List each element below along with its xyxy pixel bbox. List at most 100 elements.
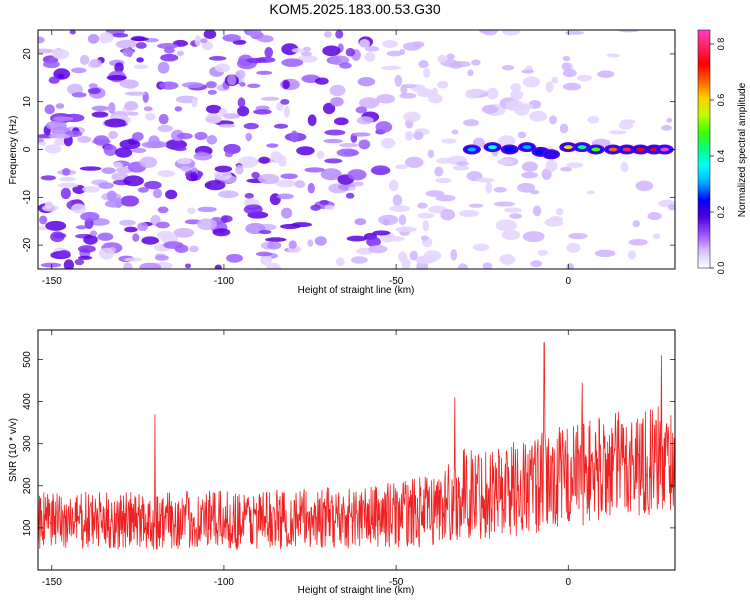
noise-blob: [79, 54, 90, 66]
noise-blob: [255, 251, 273, 257]
noise-blob: [632, 220, 640, 228]
noise-blob: [495, 219, 518, 232]
noise-blob: [521, 171, 538, 179]
noise-blob: [87, 87, 101, 95]
noise-blob: [549, 215, 563, 223]
noise-blob: [52, 48, 70, 60]
noise-blob: [618, 121, 633, 130]
noise-blob: [106, 190, 117, 202]
noise-blob: [452, 165, 470, 171]
noise-blob: [163, 241, 184, 249]
noise-blob: [131, 147, 147, 154]
noise-blob: [124, 100, 139, 111]
noise-blob: [521, 161, 538, 172]
signal-point: [608, 147, 618, 152]
noise-blob: [395, 226, 417, 233]
noise-blob: [661, 124, 673, 131]
noise-blob: [666, 117, 673, 123]
noise-blob: [652, 233, 661, 240]
spectrogram-y-label: Frequency (Hz): [8, 116, 19, 185]
signal-point: [660, 147, 670, 152]
noise-blob: [136, 57, 144, 63]
noise-blob: [58, 176, 76, 182]
colorbar-tick-label: 0.4: [716, 150, 726, 163]
noise-blob: [131, 131, 144, 142]
noise-blob: [39, 215, 48, 225]
noise-blob: [187, 207, 196, 215]
noise-blob: [399, 48, 406, 56]
noise-blob: [378, 214, 399, 226]
noise-blob: [133, 64, 149, 70]
noise-blob: [351, 181, 364, 187]
noise-blob: [123, 175, 144, 187]
noise-blob: [115, 197, 122, 209]
noise-blob: [336, 148, 359, 157]
noise-blob: [551, 76, 559, 84]
noise-blob: [40, 175, 56, 181]
noise-blob: [38, 48, 55, 54]
noise-blob: [119, 79, 139, 89]
noise-blob: [482, 262, 493, 269]
noise-blob: [124, 226, 138, 233]
noise-blob: [355, 106, 368, 114]
noise-blob: [545, 159, 558, 172]
noise-blob: [204, 180, 226, 191]
noise-blob: [223, 113, 241, 119]
noise-blob: [255, 56, 276, 63]
noise-blob: [366, 236, 381, 247]
noise-blob: [450, 248, 458, 261]
snr-y-tick-label: 100: [22, 519, 33, 536]
signal-point: [488, 145, 498, 150]
noise-blob: [635, 180, 654, 192]
noise-blob: [435, 194, 456, 202]
noise-blob: [224, 151, 233, 158]
noise-blob: [174, 106, 183, 112]
noise-blob: [354, 218, 367, 226]
noise-blob: [346, 235, 367, 242]
noise-blob: [112, 33, 129, 38]
noise-blob: [359, 39, 371, 49]
noise-blob: [158, 113, 169, 125]
noise-blob: [191, 97, 198, 108]
noise-blob: [87, 34, 100, 44]
noise-blob: [504, 207, 522, 213]
noise-blob: [276, 102, 284, 112]
noise-blob: [69, 30, 76, 35]
noise-blob: [532, 205, 542, 217]
noise-blob: [127, 111, 139, 116]
noise-blob: [324, 158, 343, 164]
noise-blob: [618, 30, 639, 33]
noise-blob: [194, 35, 202, 46]
noise-blob: [350, 256, 368, 264]
noise-blob: [339, 143, 359, 148]
noise-blob: [176, 158, 192, 165]
noise-blob: [436, 80, 449, 89]
noise-blob: [472, 243, 490, 252]
noise-blob: [467, 69, 474, 77]
noise-blob: [647, 212, 662, 221]
noise-blob: [200, 38, 208, 44]
noise-blob: [458, 263, 468, 269]
noise-blob: [157, 170, 175, 177]
noise-blob: [509, 213, 523, 219]
noise-blob: [82, 185, 100, 193]
noise-blob: [434, 166, 444, 177]
noise-blob: [335, 257, 345, 266]
noise-blob: [205, 81, 217, 89]
noise-blob: [258, 173, 280, 185]
noise-blob: [154, 254, 169, 261]
noise-blob: [273, 123, 289, 129]
noise-blob: [157, 124, 173, 133]
noise-blob: [44, 144, 62, 154]
colorbar: 0.0 0.2 0.4 0.6 0.8 Normalized spectral ampl…: [697, 29, 748, 274]
signal-point: [467, 147, 477, 152]
noise-blob: [214, 264, 222, 269]
noise-blob: [529, 110, 548, 122]
noise-blob: [314, 236, 327, 246]
noise-blob: [364, 46, 380, 52]
noise-blob: [45, 120, 67, 131]
noise-blob: [288, 240, 297, 249]
colorbar-label: Normalized spectral amplitude: [737, 82, 748, 217]
noise-blob: [427, 93, 443, 104]
noise-blob: [98, 247, 115, 260]
